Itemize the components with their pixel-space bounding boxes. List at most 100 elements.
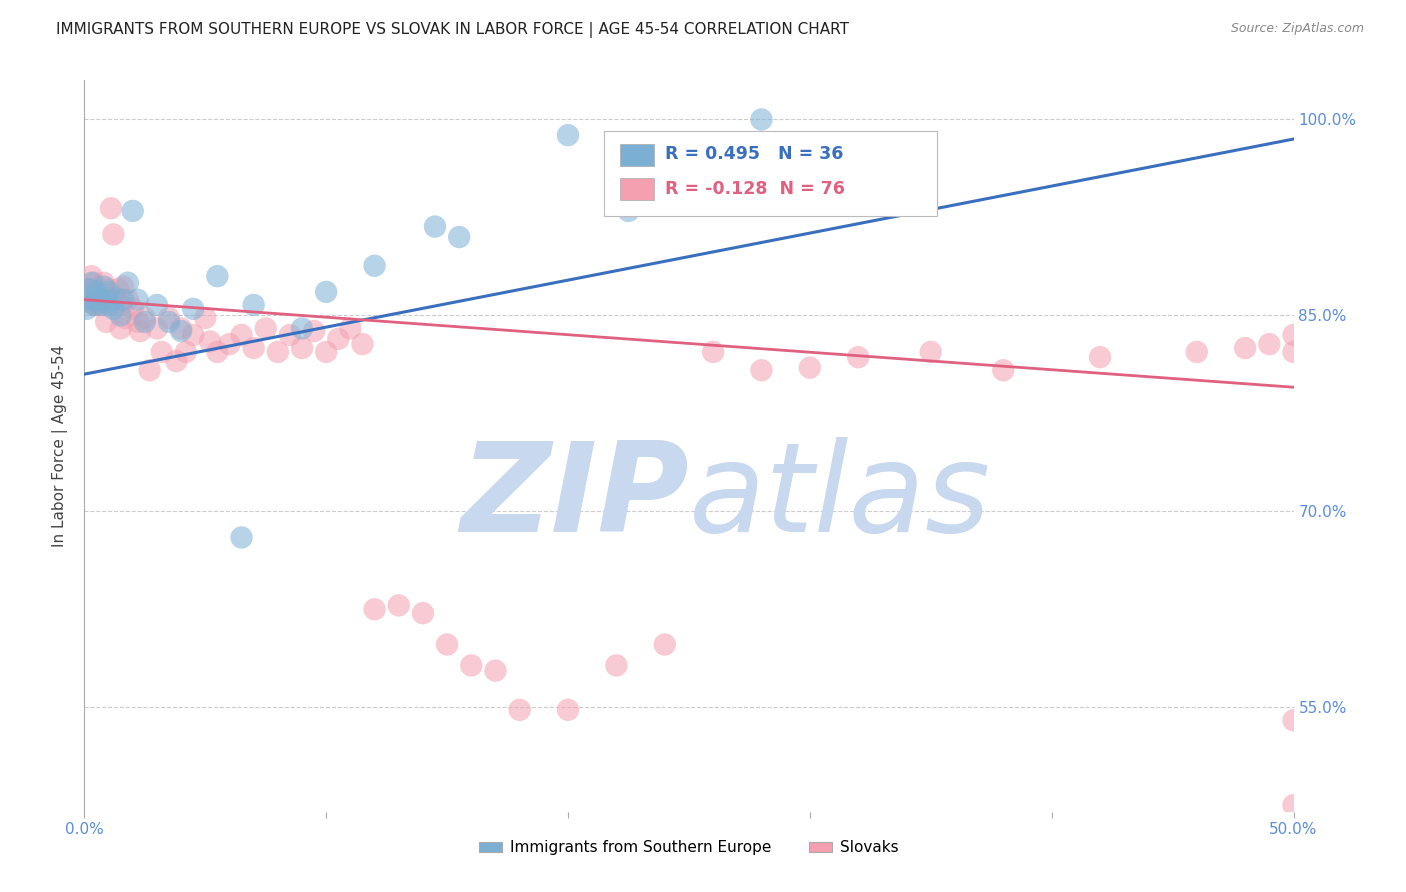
Point: [97, 285, 120, 299]
Point: [83, 298, 105, 312]
Point: [1282, 328, 1305, 343]
Point: [605, 658, 627, 673]
Point: [170, 324, 193, 338]
Point: [77, 282, 100, 296]
Point: [97, 295, 120, 310]
Point: [363, 602, 385, 616]
Point: [80, 276, 103, 290]
Point: [76, 285, 98, 299]
Point: [315, 285, 337, 299]
Point: [1185, 345, 1208, 359]
Point: [134, 315, 156, 329]
Point: [751, 363, 773, 377]
Point: [242, 341, 264, 355]
Point: [920, 345, 942, 359]
Point: [100, 201, 122, 215]
Point: [198, 334, 221, 349]
Point: [339, 321, 361, 335]
Point: [87, 292, 110, 306]
FancyBboxPatch shape: [605, 131, 936, 216]
Point: [1282, 345, 1305, 359]
Point: [412, 606, 434, 620]
Point: [267, 345, 290, 359]
Point: [751, 112, 773, 127]
Point: [83, 298, 105, 312]
Point: [218, 337, 240, 351]
Point: [165, 354, 187, 368]
Point: [181, 301, 204, 316]
Text: IMMIGRANTS FROM SOUTHERN EUROPE VS SLOVAK IN LABOR FORCE | AGE 45-54 CORRELATION: IMMIGRANTS FROM SOUTHERN EUROPE VS SLOVA…: [56, 22, 849, 38]
Point: [291, 341, 314, 355]
Point: [242, 298, 264, 312]
Point: [86, 285, 108, 299]
Point: [80, 293, 103, 307]
Point: [157, 311, 180, 326]
Point: [363, 259, 385, 273]
Point: [110, 309, 132, 323]
Point: [702, 345, 724, 359]
Point: [1088, 350, 1111, 364]
Point: [231, 530, 253, 544]
Y-axis label: In Labor Force | Age 45-54: In Labor Force | Age 45-54: [52, 345, 69, 547]
Point: [121, 203, 143, 218]
Point: [157, 315, 180, 329]
Point: [1282, 714, 1305, 728]
Point: [127, 293, 149, 307]
Point: [94, 315, 117, 329]
Point: [76, 301, 98, 316]
Point: [87, 298, 110, 312]
Point: [104, 292, 127, 306]
Text: atlas: atlas: [689, 437, 991, 558]
Point: [86, 298, 108, 312]
Point: [174, 345, 197, 359]
Point: [112, 279, 135, 293]
Point: [110, 298, 132, 312]
Point: [181, 328, 204, 343]
Point: [557, 128, 579, 143]
Point: [423, 219, 446, 234]
Point: [302, 324, 325, 338]
Point: [110, 321, 132, 335]
Point: [114, 311, 136, 326]
Point: [509, 703, 531, 717]
Point: [117, 293, 139, 307]
Point: [254, 321, 277, 335]
Point: [138, 363, 160, 377]
Point: [97, 282, 120, 296]
Point: [846, 350, 869, 364]
Point: [449, 230, 471, 244]
Point: [112, 293, 135, 307]
Point: [799, 360, 821, 375]
Point: [315, 345, 337, 359]
Point: [80, 293, 103, 307]
Point: [146, 321, 169, 335]
Legend: Immigrants from Southern Europe, Slovaks: Immigrants from Southern Europe, Slovaks: [479, 840, 898, 855]
Point: [557, 703, 579, 717]
Point: [94, 293, 117, 307]
Point: [80, 269, 103, 284]
Point: [97, 298, 120, 312]
Point: [436, 638, 458, 652]
Point: [86, 293, 108, 307]
Point: [170, 321, 193, 335]
Point: [460, 658, 482, 673]
Point: [129, 324, 152, 338]
Point: [207, 269, 229, 284]
Point: [1234, 341, 1257, 355]
Point: [77, 293, 100, 307]
Point: [328, 332, 350, 346]
Point: [207, 345, 229, 359]
Point: [90, 293, 112, 307]
Text: Source: ZipAtlas.com: Source: ZipAtlas.com: [1230, 22, 1364, 36]
Point: [117, 276, 139, 290]
Point: [352, 337, 374, 351]
Point: [90, 298, 112, 312]
Point: [150, 345, 173, 359]
Point: [291, 321, 314, 335]
Point: [1258, 337, 1281, 351]
Point: [654, 638, 676, 652]
Point: [93, 279, 115, 293]
Point: [134, 311, 156, 326]
Point: [121, 301, 143, 316]
Text: ZIP: ZIP: [460, 437, 689, 558]
